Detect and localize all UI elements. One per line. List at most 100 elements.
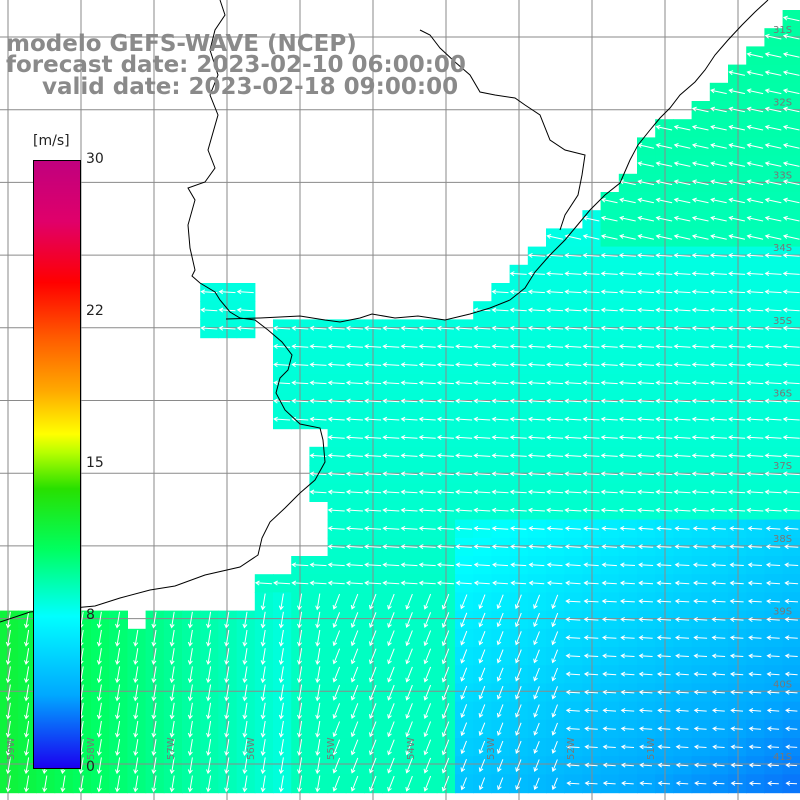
wind-arrow: [273, 398, 291, 404]
wind-arrow: [297, 611, 303, 629]
wind-arrow: [115, 666, 121, 684]
wind-arrow: [546, 416, 564, 422]
wind-arrow: [5, 666, 11, 684]
wind-arrow: [602, 671, 617, 677]
wind-arrow: [691, 325, 709, 331]
wind-arrow: [491, 453, 509, 459]
wind-arrow: [400, 343, 418, 349]
wind-arrow: [473, 362, 491, 368]
wind-arrow: [748, 617, 762, 623]
wind-arrow: [600, 434, 618, 440]
latitude-label: 32S: [773, 98, 792, 109]
wind-arrow: [273, 362, 291, 368]
wind-arrow: [551, 704, 558, 718]
colorbar-unit-label: [m/s]: [33, 133, 70, 149]
wind-arrow: [600, 252, 618, 258]
wind-arrow: [291, 380, 309, 386]
wind-arrow: [746, 471, 764, 477]
wind-arrow: [746, 88, 764, 95]
wind-arrow: [766, 580, 781, 586]
wind-arrow: [133, 720, 139, 738]
wind-arrow: [582, 453, 600, 459]
wind-arrow: [691, 398, 709, 404]
wind-arrow: [693, 671, 707, 677]
wind-arrow: [600, 234, 618, 240]
wind-arrow: [24, 666, 30, 684]
wind-arrow: [24, 720, 30, 738]
wind-arrow: [236, 289, 254, 295]
wind-arrow: [709, 380, 727, 386]
wind-arrow: [637, 307, 655, 313]
wind-arrow: [551, 741, 558, 754]
wind-arrow: [782, 197, 800, 204]
wind-arrow: [291, 325, 309, 331]
wind-arrow: [600, 380, 618, 386]
wind-arrow: [637, 471, 655, 477]
wind-arrow: [565, 671, 581, 677]
wind-arrow: [618, 380, 636, 386]
wind-arrow: [782, 52, 800, 58]
wind-arrow: [169, 648, 175, 665]
wind-arrow: [782, 88, 800, 95]
wind-arrow: [96, 629, 102, 647]
wind-arrow: [332, 721, 341, 738]
wind-arrow: [746, 70, 764, 76]
wind-arrow: [565, 708, 580, 714]
wind-arrow: [620, 598, 635, 604]
wind-arrow: [764, 161, 782, 167]
wind-arrow: [583, 544, 599, 550]
wind-arrow: [764, 325, 782, 331]
wind-arrow: [710, 197, 727, 204]
wind-arrow: [637, 271, 655, 277]
wind-arrow: [297, 720, 303, 738]
wind-arrow: [405, 648, 413, 665]
wind-arrow: [782, 161, 800, 167]
wind-arrow: [565, 562, 581, 568]
wind-arrow: [382, 580, 400, 586]
wind-arrow: [782, 507, 800, 513]
wind-arrow: [24, 775, 30, 793]
wind-arrow: [748, 762, 761, 768]
wind-arrow: [206, 739, 212, 756]
wind-arrow: [514, 631, 522, 646]
wind-arrow: [764, 179, 782, 186]
wind-arrow: [96, 666, 102, 684]
wind-arrow: [291, 362, 309, 368]
wind-arrow: [638, 616, 653, 623]
wind-arrow: [496, 649, 504, 664]
wind-arrow: [387, 593, 395, 610]
wind-arrow: [24, 702, 30, 720]
wind-arrow: [657, 689, 671, 695]
wind-arrow: [400, 362, 418, 368]
wind-arrow: [637, 434, 655, 440]
wind-arrow: [582, 380, 600, 386]
wind-arrow: [491, 343, 509, 349]
wind-arrow: [527, 380, 545, 386]
wind-arrow: [515, 704, 522, 718]
wind-arrow: [601, 525, 618, 531]
wind-arrow: [765, 562, 781, 568]
wind-arrow: [673, 197, 691, 204]
wind-arrow: [655, 161, 673, 167]
wind-arrow: [620, 671, 635, 677]
wind-arrow: [278, 702, 284, 720]
wind-arrow: [637, 325, 655, 331]
wind-arrow: [782, 362, 800, 368]
wind-arrow: [746, 343, 764, 349]
wind-arrow: [509, 307, 527, 313]
wind-arrow: [327, 416, 345, 422]
wind-arrow: [187, 702, 193, 720]
wind-arrow: [387, 775, 395, 792]
wind-arrow: [546, 544, 563, 550]
latitude-label: 33S: [773, 170, 792, 181]
wind-arrow: [764, 471, 782, 477]
wind-arrow: [746, 161, 764, 167]
wind-arrow: [637, 398, 655, 404]
wind-arrow: [602, 744, 616, 750]
wind-arrow: [709, 252, 727, 258]
wind-arrow: [546, 362, 564, 368]
wind-arrow: [42, 775, 48, 793]
wind-arrow: [200, 307, 218, 313]
wind-arrow: [96, 757, 102, 775]
wind-arrow: [242, 684, 248, 702]
